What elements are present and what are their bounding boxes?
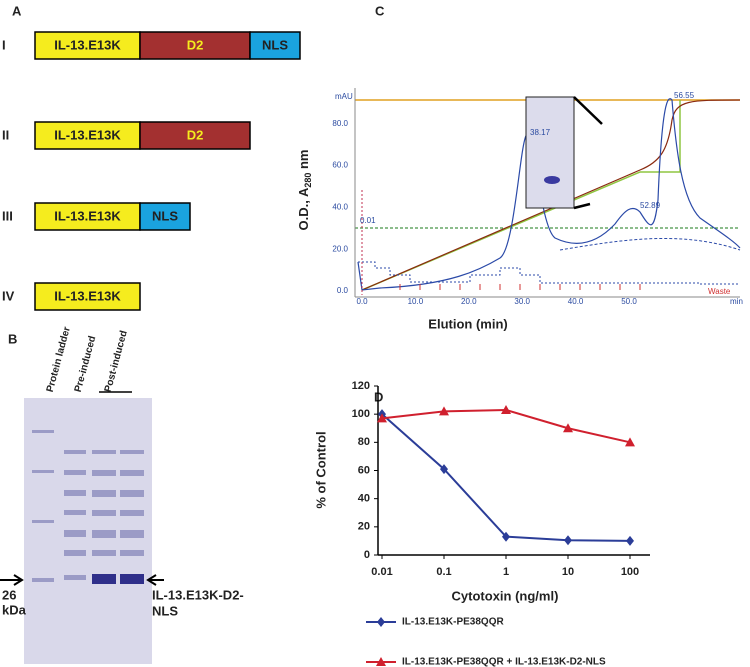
x-tick-label: 30.0 — [514, 297, 530, 306]
domain-label: IL-13.E13K — [54, 208, 121, 223]
y-tick-label: 0.0 — [337, 286, 349, 295]
gel-image — [0, 391, 164, 664]
y-axis-label-part: nm — [296, 149, 311, 172]
y-axis-label-sub: 280 — [303, 173, 313, 188]
legend-label: IL-13.E13K-PE38QQR + IL-13.E13K-D2-NLS — [402, 657, 606, 667]
y-axis-label: O.D., A280 nm — [296, 149, 313, 230]
peak-label: 0.01 — [360, 216, 376, 225]
x-axis-label: Cytotoxin (ng/ml) — [452, 588, 559, 603]
marker — [564, 535, 572, 546]
x-tick-label: 0.0 — [356, 297, 368, 306]
y-tick-label: 20 — [358, 521, 370, 533]
marker — [501, 404, 511, 414]
peak-label: 56.55 — [674, 91, 695, 100]
band-label: NLS — [152, 603, 178, 618]
panel-label: A — [12, 3, 22, 18]
y-axis-label: % of Control — [313, 431, 328, 508]
domain-box — [34, 31, 141, 60]
y-tick-label: 100 — [352, 408, 370, 420]
construct-number: II — [2, 127, 9, 142]
band-label: IL-13.E13K-D2- — [152, 587, 244, 602]
y-tick-label: 60.0 — [332, 161, 348, 170]
y-tick-label: 80 — [358, 436, 370, 448]
marker — [440, 464, 448, 475]
marker-label: kDa — [2, 602, 27, 617]
marker-label: 26 — [2, 587, 16, 602]
marker — [377, 413, 387, 423]
y-tick-label: 120 — [352, 380, 370, 392]
construct-number: I — [2, 37, 6, 52]
x-tick-label: 40.0 — [568, 297, 584, 306]
construct-number: IV — [2, 288, 15, 303]
domain-box — [34, 282, 141, 311]
x-tick-label: 10.0 — [408, 297, 424, 306]
marker — [626, 535, 634, 546]
x-tick-label: 0.01 — [371, 566, 392, 578]
x-tick-label: 1 — [503, 566, 509, 578]
domain-label: NLS — [262, 37, 288, 52]
domain-box — [249, 31, 301, 60]
x-tick-label: 50.0 — [621, 297, 637, 306]
y-tick-label: 20.0 — [332, 244, 348, 253]
marker — [563, 423, 573, 433]
x-tick-label: 100 — [621, 566, 639, 578]
marker — [377, 617, 385, 627]
y-tick-label: 40.0 — [332, 203, 348, 212]
peak-label: 38.17 — [530, 128, 551, 137]
marker — [376, 657, 386, 666]
lane-label: Post-induced — [103, 329, 130, 393]
legend-label: IL-13.E13K-PE38QQR — [402, 617, 504, 628]
y-tick-label: 40 — [358, 493, 370, 505]
chromatogram — [354, 88, 741, 298]
marker — [625, 437, 635, 447]
y-tick-label: 0 — [364, 549, 370, 561]
domain-box — [139, 202, 191, 231]
domain-box — [34, 121, 141, 150]
domain-label: D2 — [187, 37, 204, 52]
domain-label: IL-13.E13K — [54, 37, 121, 52]
domain-label: NLS — [152, 208, 178, 223]
domain-label: IL-13.E13K — [54, 288, 121, 303]
x-tick-label: 10 — [562, 566, 574, 578]
construct-number: III — [2, 208, 13, 223]
lane-label: Protein ladder — [45, 326, 73, 394]
x-axis-label: Elution (min) — [428, 316, 507, 331]
y-tick-label: 80.0 — [332, 119, 348, 128]
domain-label: IL-13.E13K — [54, 127, 121, 142]
series-line — [381, 408, 631, 444]
y-tick-label: 60 — [358, 464, 370, 476]
domain-box — [139, 121, 251, 150]
x-unit: min — [730, 297, 743, 306]
domain-box — [34, 202, 141, 231]
x-tick-label: 20.0 — [461, 297, 477, 306]
panel-label: C — [375, 3, 385, 18]
waste-label: Waste — [708, 287, 731, 296]
y-axis-label-part: O.D., A — [296, 187, 311, 230]
panel-label: B — [8, 331, 17, 346]
marker — [502, 531, 510, 542]
y-unit: mAU — [335, 92, 353, 101]
x-tick-label: 0.1 — [436, 566, 451, 578]
marker — [439, 406, 449, 416]
peak-label: 52.89 — [640, 201, 661, 210]
domain-label: D2 — [187, 127, 204, 142]
lane-label: Pre-induced — [73, 335, 99, 394]
